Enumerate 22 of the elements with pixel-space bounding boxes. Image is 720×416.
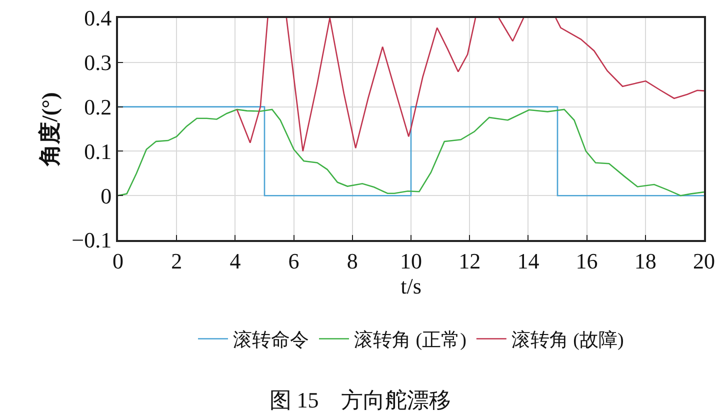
y-tick-label: 0.4 bbox=[84, 6, 112, 31]
x-tick-label: 8 bbox=[346, 248, 358, 274]
text: 图 15 方向舵漂移 bbox=[269, 388, 451, 413]
x-tick-label: 20 bbox=[693, 248, 715, 274]
x-tick-label: 10 bbox=[400, 248, 422, 274]
x-tick-label: 18 bbox=[634, 248, 656, 274]
y-tick-label: −0.1 bbox=[72, 228, 112, 253]
y-tick-label: 0.3 bbox=[84, 50, 112, 76]
x-tick-label: 16 bbox=[576, 248, 598, 274]
y-tick-label: 0.1 bbox=[84, 138, 112, 164]
x-axis-title: t/s bbox=[400, 273, 422, 298]
y-tick-label: 0.2 bbox=[84, 94, 112, 120]
x-tick-label: 12 bbox=[458, 248, 481, 274]
legend-label: 滚转命令 bbox=[233, 329, 309, 352]
legend-label: 滚转角 (正常) bbox=[354, 329, 466, 352]
y-tick-label: 0 bbox=[100, 183, 112, 208]
x-tick-label: 4 bbox=[230, 248, 241, 274]
y-axis-title: 角度/(°) bbox=[36, 92, 62, 167]
x-tick-label: 6 bbox=[288, 248, 300, 274]
x-tick-label: 14 bbox=[517, 248, 540, 274]
x-tick-label: 2 bbox=[171, 248, 182, 274]
legend-label: 滚转角 (故障) bbox=[511, 329, 624, 352]
